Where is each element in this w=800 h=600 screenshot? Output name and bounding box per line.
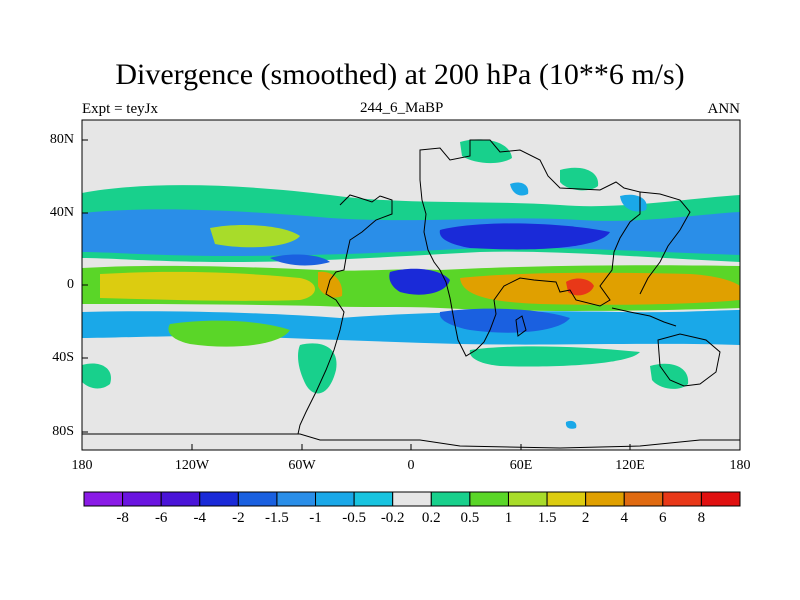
colorbar-label: -1.5 <box>265 510 289 526</box>
sh-green-patch-west <box>168 320 290 347</box>
sh-green-patch-sa <box>298 343 337 394</box>
x-label-0: 0 <box>407 458 415 473</box>
colorbar-label: -0.5 <box>342 510 366 526</box>
colorbar-label: -4 <box>193 510 207 526</box>
colorbar <box>83 491 741 507</box>
colorbar-label: -6 <box>154 510 168 526</box>
coastline-americas <box>82 194 393 435</box>
colorbar-box <box>623 491 664 507</box>
colorbar-label: 0.2 <box>421 510 441 526</box>
eq-blue-atlantic <box>389 268 450 295</box>
y-label-0: 0 <box>67 277 74 292</box>
contour-fields <box>82 139 740 429</box>
sh-cyan-spot <box>565 420 577 429</box>
sh-green-patch-far-west <box>82 363 111 389</box>
colorbar-box <box>353 491 394 507</box>
colorbar-box <box>662 491 702 507</box>
eq-orange-east <box>460 272 740 305</box>
colorbar-label: -8 <box>116 510 129 526</box>
sh-green-patch-east <box>469 346 640 367</box>
colorbar-box <box>700 491 741 507</box>
colorbar-box <box>392 491 432 507</box>
colorbar-box <box>199 491 239 507</box>
y-label-40s: 40S <box>52 350 74 365</box>
map-ticks <box>82 139 631 450</box>
colorbar-box <box>276 491 317 507</box>
nh-mid-blue <box>270 254 330 266</box>
sh-blue-core <box>439 308 570 333</box>
coastline-australia <box>657 333 721 387</box>
colorbar-label: 2 <box>581 510 590 526</box>
nh-high-green-2 <box>560 167 599 191</box>
colorbar-box <box>315 491 355 507</box>
eq-red-max <box>566 278 594 296</box>
sh-green-patch-australia <box>650 363 689 389</box>
nh-yellow-patch <box>210 224 300 248</box>
coastline-madagascar <box>515 315 527 337</box>
colorbar-label: 0.5 <box>460 510 480 526</box>
eq-yellow-band <box>100 271 315 301</box>
y-label-80s: 80S <box>52 424 74 439</box>
nh-high-cyan-1 <box>510 182 529 196</box>
colorbar-label: -2 <box>232 510 245 526</box>
colorbar-label: 4 <box>620 510 628 526</box>
colorbar-box <box>546 491 587 507</box>
coastline-eurasia-africa <box>419 139 641 357</box>
colorbar-label: 1.5 <box>537 510 557 526</box>
season-label: ANN <box>707 101 741 117</box>
colorbar-label: -0.2 <box>380 510 405 526</box>
x-label-180-right: 180 <box>729 458 751 473</box>
nh-high-green-1 <box>460 139 512 164</box>
coastline-indonesia <box>611 307 677 327</box>
map-title: Divergence (smoothed) at 200 hPa (10**6 … <box>115 58 685 91</box>
experiment-label: Expt = teyJx <box>82 101 158 117</box>
nh-blue-core <box>439 223 610 250</box>
eq-orange-sa <box>318 271 343 298</box>
colorbar-box <box>237 491 278 507</box>
coastline-antarctica <box>82 433 740 449</box>
colorbar-box <box>160 491 201 507</box>
period-label: 244_6_MaBP <box>360 100 444 116</box>
colorbar-box <box>585 491 625 507</box>
coastlines <box>82 139 740 449</box>
y-label-80n: 80N <box>49 132 74 147</box>
colorbar-label: 6 <box>659 510 667 526</box>
x-label-60e: 60E <box>509 458 533 473</box>
colorbar-box <box>507 491 548 507</box>
x-label-60w: 60W <box>288 458 316 473</box>
colorbar-label: 8 <box>697 510 706 526</box>
x-label-180-left: 180 <box>71 458 93 473</box>
x-label-120e: 120E <box>615 458 645 473</box>
colorbar-box <box>83 491 124 507</box>
coastline-east-asia <box>639 191 691 295</box>
x-label-120w: 120W <box>174 458 210 473</box>
colorbar-label: 1 <box>504 510 513 526</box>
colorbar-box <box>469 491 509 507</box>
colorbar-box <box>122 491 162 507</box>
colorbar-box <box>430 491 471 507</box>
y-label-40n: 40N <box>49 205 74 220</box>
colorbar-label: -1 <box>309 510 322 526</box>
